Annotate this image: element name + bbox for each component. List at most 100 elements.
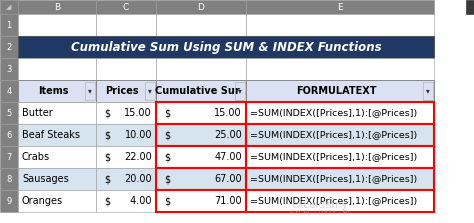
Bar [0, 0, 18, 14]
Text: ◢: ◢ [6, 4, 12, 10]
Bar [96, 58, 156, 80]
Text: E: E [337, 2, 343, 12]
Text: 1: 1 [6, 21, 12, 29]
Text: =SUM(INDEX([Prices],1):[@Prices]): =SUM(INDEX([Prices],1):[@Prices]) [250, 109, 417, 118]
Text: 9: 9 [6, 196, 12, 206]
Bar [96, 102, 156, 124]
Bar [466, 0, 474, 14]
Text: =SUM(INDEX([Prices],1):[@Prices]): =SUM(INDEX([Prices],1):[@Prices]) [250, 153, 417, 161]
Bar [96, 14, 156, 36]
Text: Prices: Prices [105, 86, 139, 96]
Text: Items: Items [38, 86, 68, 96]
Bar [156, 146, 246, 168]
Bar [246, 124, 434, 146]
Bar [18, 0, 96, 14]
Text: Crabs: Crabs [22, 152, 50, 162]
Bar [18, 14, 96, 36]
Bar [18, 124, 96, 146]
Text: $: $ [104, 108, 110, 118]
Bar [18, 36, 434, 58]
Bar [18, 80, 96, 102]
Text: $: $ [164, 196, 170, 206]
Bar [0, 80, 18, 102]
Text: 71.00: 71.00 [214, 196, 242, 206]
Bar [0, 0, 18, 14]
Bar [246, 146, 434, 168]
Text: B: B [54, 2, 60, 12]
Text: =SUM(INDEX([Prices],1):[@Prices]): =SUM(INDEX([Prices],1):[@Prices]) [250, 196, 417, 206]
Text: 10.00: 10.00 [125, 130, 152, 140]
Text: ▾: ▾ [426, 87, 430, 95]
Text: Butter: Butter [22, 108, 53, 118]
Bar [96, 190, 156, 212]
Text: 67.00: 67.00 [214, 174, 242, 184]
Bar [0, 124, 18, 146]
Text: 22.00: 22.00 [124, 152, 152, 162]
Text: 25.00: 25.00 [214, 130, 242, 140]
Bar [246, 190, 434, 212]
Bar [246, 168, 434, 190]
Text: 6: 6 [6, 130, 12, 140]
Text: C: C [123, 2, 129, 12]
Bar [85, 82, 95, 100]
Text: $: $ [104, 174, 110, 184]
Text: Cumulative Sur: Cumulative Sur [155, 86, 239, 96]
Bar [96, 168, 156, 190]
Text: 4.00: 4.00 [128, 196, 152, 206]
Bar [96, 80, 156, 102]
Text: $: $ [164, 130, 170, 140]
Bar [96, 146, 156, 168]
Bar [156, 102, 246, 124]
Text: 15.00: 15.00 [124, 108, 152, 118]
Text: 47.00: 47.00 [214, 152, 242, 162]
Text: =SUM(INDEX([Prices],1):[@Prices]): =SUM(INDEX([Prices],1):[@Prices]) [250, 130, 417, 140]
Text: EXCEL · DATA · BI: EXCEL · DATA · BI [290, 210, 350, 216]
Text: FORMULATEXT: FORMULATEXT [296, 86, 376, 96]
Text: Oranges: Oranges [22, 196, 63, 206]
Text: 3: 3 [6, 64, 12, 74]
Text: 15.00: 15.00 [214, 108, 242, 118]
Bar [96, 0, 156, 14]
Text: exceldemy: exceldemy [292, 200, 348, 210]
Bar [156, 190, 246, 212]
Text: $: $ [164, 174, 170, 184]
Bar [235, 82, 245, 100]
Bar [18, 168, 96, 190]
Bar [18, 58, 96, 80]
Text: ▾: ▾ [238, 87, 242, 95]
Bar [18, 102, 96, 124]
Bar [18, 146, 96, 168]
Text: ▾: ▾ [148, 87, 152, 95]
Bar [0, 14, 18, 36]
Text: 4: 4 [6, 87, 12, 95]
Text: $: $ [104, 196, 110, 206]
Text: $: $ [104, 130, 110, 140]
Text: 8: 8 [6, 175, 12, 184]
Text: 20.00: 20.00 [124, 174, 152, 184]
Bar [156, 14, 246, 36]
Bar [156, 58, 246, 80]
Bar [156, 168, 246, 190]
Text: 5: 5 [6, 109, 12, 118]
Text: =SUM(INDEX([Prices],1):[@Prices]): =SUM(INDEX([Prices],1):[@Prices]) [250, 175, 417, 184]
Text: $: $ [104, 152, 110, 162]
Bar [0, 168, 18, 190]
Bar [156, 124, 246, 146]
Bar [0, 190, 18, 212]
Text: Cumulative Sum Using SUM & INDEX Functions: Cumulative Sum Using SUM & INDEX Functio… [71, 41, 381, 54]
Bar [18, 190, 96, 212]
Bar [246, 102, 434, 124]
Bar [423, 82, 433, 100]
Bar [246, 0, 434, 14]
Bar [96, 124, 156, 146]
Bar [246, 58, 434, 80]
Bar [0, 102, 18, 124]
Bar [156, 0, 246, 14]
Bar [246, 14, 434, 36]
Bar [145, 82, 155, 100]
Bar [246, 80, 434, 102]
Text: D: D [198, 2, 204, 12]
Text: Sausages: Sausages [22, 174, 69, 184]
Text: ▾: ▾ [88, 87, 92, 95]
Text: 2: 2 [6, 43, 12, 52]
